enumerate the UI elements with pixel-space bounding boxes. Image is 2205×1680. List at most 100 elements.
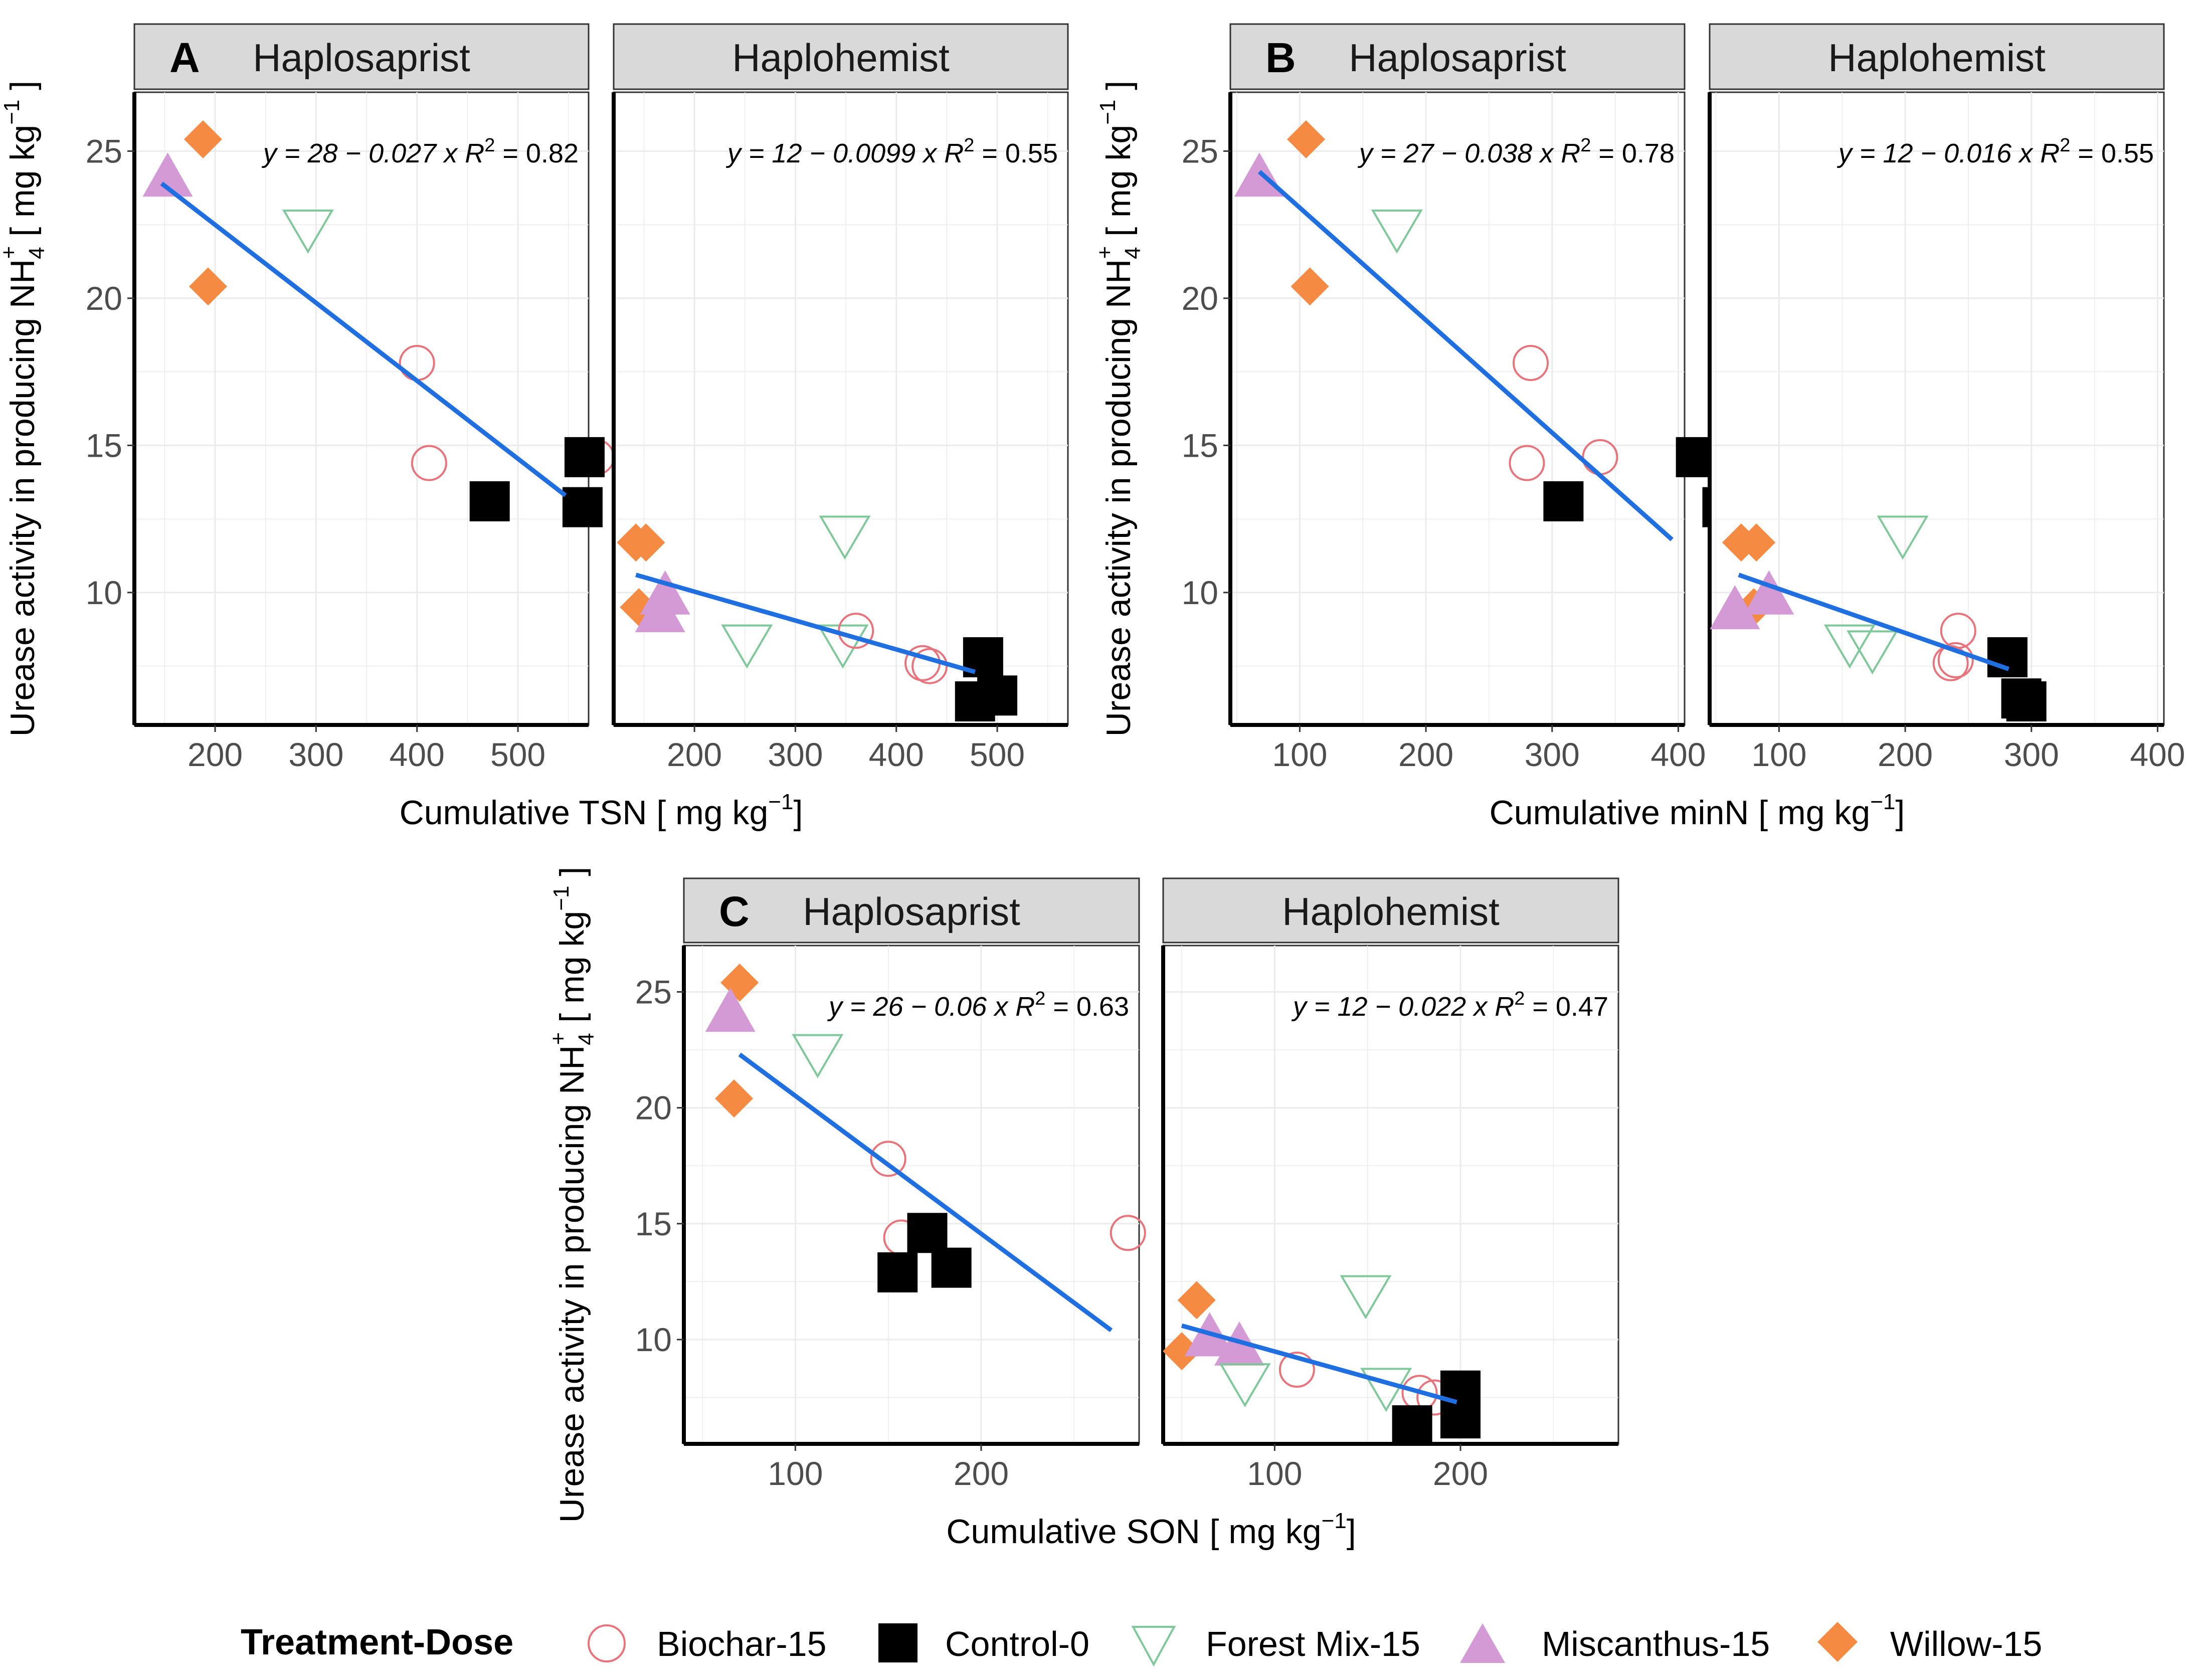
point-forest <box>817 624 869 669</box>
equation-spacer <box>1553 138 1561 168</box>
point-miscanthus <box>1710 585 1760 630</box>
point-control <box>977 675 1018 716</box>
panels-layer: Haplosaprist A 200 300 400 500 10 15 20 25 y = 28 … <box>0 23 2185 1551</box>
panel-letter: A <box>169 34 200 81</box>
point-biochar <box>1512 345 1549 382</box>
legend-label-forest: Forest Mix-15 <box>1206 1624 1420 1663</box>
r2-superscript: 2 <box>1514 988 1525 1009</box>
facet-A-2: Haplohemist 200 300 400 500 y = 12 − 0.0099 x… <box>612 23 1069 773</box>
equation-spacer <box>1487 992 1495 1022</box>
equation-text: y = 12 − 0.016 x <box>1836 138 2034 168</box>
point-forest <box>1219 1363 1271 1408</box>
point-miscanthus <box>1744 570 1794 615</box>
panel-letter: B <box>1265 34 1296 81</box>
regression-line <box>1181 1323 1457 1405</box>
x-tick-label: 200 <box>1878 736 1933 773</box>
legend-item-willow: Willow-15 <box>1817 1622 2042 1663</box>
facet-C-1: Haplosaprist C 100 200 10 15 20 25 y = 26 − 0.06… <box>635 877 1146 1492</box>
facet-strip-label: Haplosaprist <box>253 36 470 80</box>
panel-C: Haplosaprist C 100 200 10 15 20 25 y = 26 − 0.06… <box>546 867 1619 1551</box>
point-biochar <box>411 445 447 481</box>
legend-item-control: Control-0 <box>878 1623 1089 1663</box>
point-control <box>1392 1405 1432 1446</box>
y-axis-title-species: NH <box>1099 259 1138 308</box>
point-control <box>1987 637 2028 677</box>
r2-superscript: 2 <box>484 135 495 156</box>
point-biochar <box>1509 445 1545 481</box>
x-axis-title-close: ] <box>1895 794 1905 832</box>
legend-item-miscanthus: Miscanthus-15 <box>1460 1623 1770 1663</box>
x-tick-label: 200 <box>954 1455 1009 1492</box>
y-axis-title-exponent: −1 <box>0 100 24 125</box>
x-axis-title: Cumulative minN [ mg kg−1] <box>1490 790 1905 832</box>
facet-strip <box>1229 23 1686 90</box>
x-axis-title: Cumulative TSN [ mg kg−1] <box>400 790 803 832</box>
facet-B-1: Haplosaprist B 100 200 300 400 10 15 20 25 y = 27 … <box>1182 23 1743 773</box>
legend-item-biochar: Biochar-15 <box>588 1624 827 1663</box>
facet-strip <box>683 877 1140 944</box>
point-control <box>564 437 605 477</box>
x-tick-label: 100 <box>1272 736 1327 773</box>
point-control <box>1440 1398 1481 1439</box>
x-axis-title-exponent: −1 <box>1870 790 1895 814</box>
point-willow <box>1163 1332 1201 1371</box>
legend-label-willow: Willow-15 <box>1890 1624 2042 1663</box>
equation-text: y = 28 − 0.027 x <box>261 138 458 168</box>
r2-superscript: 2 <box>964 135 974 156</box>
panel-letter: C <box>719 888 750 935</box>
x-tick-label: 500 <box>970 736 1025 773</box>
x-tick-label: 300 <box>1525 736 1580 773</box>
x-tick-label: 400 <box>1650 736 1706 773</box>
x-tick-label: 200 <box>1433 1455 1488 1492</box>
equation-text: y = 26 − 0.06 x <box>827 992 1009 1022</box>
regression-line <box>738 1052 1113 1333</box>
y-tick-label: 10 <box>86 574 122 611</box>
y-axis-title-close: ] <box>553 867 591 886</box>
plot-area <box>613 91 1069 726</box>
point-willow <box>1737 523 1776 562</box>
point-forest <box>792 1034 844 1078</box>
r2-value: = 0.47 <box>1525 992 1608 1022</box>
point-control <box>907 1213 948 1253</box>
point-control <box>2006 681 2047 722</box>
facet-strip-label: Haplohemist <box>1828 36 2046 80</box>
y-axis-title-close: ] <box>1099 81 1138 100</box>
point-biochar <box>1278 1352 1315 1388</box>
point-biochar <box>1937 642 1974 678</box>
point-control <box>931 1247 972 1288</box>
x-tick-label: 300 <box>768 736 823 773</box>
facet-B-2: Haplohemist 100 200 300 400 y = 12 − 0.016 x … <box>1708 23 2185 773</box>
x-axis-title-text: Cumulative SON [ mg kg <box>946 1513 1321 1551</box>
panel-A: Haplosaprist A 200 300 400 500 10 15 20 25 y = 28 … <box>0 23 1069 832</box>
plot-area <box>1229 91 1686 726</box>
x-tick-label: 200 <box>1398 736 1453 773</box>
r2-symbol: R <box>1015 992 1035 1022</box>
r2-symbol: R <box>465 138 484 168</box>
facet-strip-label: Haplohemist <box>732 36 950 80</box>
plot-area <box>133 91 590 726</box>
point-willow <box>1291 267 1329 306</box>
grid <box>684 946 1139 1444</box>
data-points <box>1163 1275 1481 1446</box>
legend-title: Treatment-Dose <box>241 1622 513 1662</box>
point-forest <box>721 624 773 669</box>
equation-text: y = 12 − 0.0099 x <box>725 138 938 168</box>
point-forest <box>1371 210 1423 254</box>
point-willow <box>1177 1281 1216 1320</box>
y-tick-label: 15 <box>635 1205 672 1242</box>
point-miscanthus <box>705 988 756 1032</box>
facet-strip-label: Haplosaprist <box>803 889 1020 934</box>
r2-value: = 0.55 <box>974 138 1058 168</box>
plot-area <box>1709 91 2165 726</box>
y-axis-title-exponent: −1 <box>1095 100 1120 125</box>
facet-strip <box>1709 23 2165 90</box>
equation-text: y = 12 − 0.022 x <box>1291 992 1488 1022</box>
facet-C-2: Haplohemist 100 200 y = 12 − 0.022 x R2 = 0… <box>1161 877 1619 1492</box>
regression-line <box>635 573 976 674</box>
y-axis-title-superscript: + <box>1092 246 1117 259</box>
equation-spacer <box>937 138 944 168</box>
legend-key-control-icon <box>878 1623 917 1662</box>
point-biochar <box>1932 645 1969 681</box>
y-axis-title-subscript: 4 <box>574 1033 599 1045</box>
